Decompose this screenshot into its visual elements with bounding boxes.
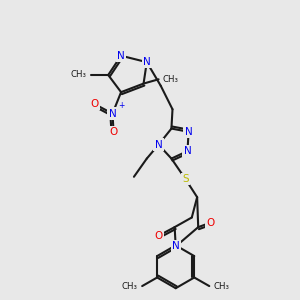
- Text: N: N: [117, 51, 125, 61]
- Text: N: N: [155, 140, 162, 150]
- Text: CH₃: CH₃: [122, 282, 138, 291]
- Text: O: O: [90, 99, 98, 109]
- Text: CH₃: CH₃: [214, 282, 230, 291]
- Text: CH₃: CH₃: [163, 75, 179, 84]
- Text: N: N: [184, 146, 191, 156]
- Text: S: S: [182, 174, 189, 184]
- Text: N: N: [143, 57, 151, 67]
- Text: N: N: [109, 109, 116, 118]
- Text: N: N: [185, 127, 192, 137]
- Text: O: O: [154, 231, 163, 241]
- Text: O: O: [206, 218, 214, 228]
- Text: +: +: [118, 101, 124, 110]
- Text: N: N: [172, 242, 180, 251]
- Text: CH₃: CH₃: [71, 70, 87, 80]
- Text: O: O: [110, 127, 118, 137]
